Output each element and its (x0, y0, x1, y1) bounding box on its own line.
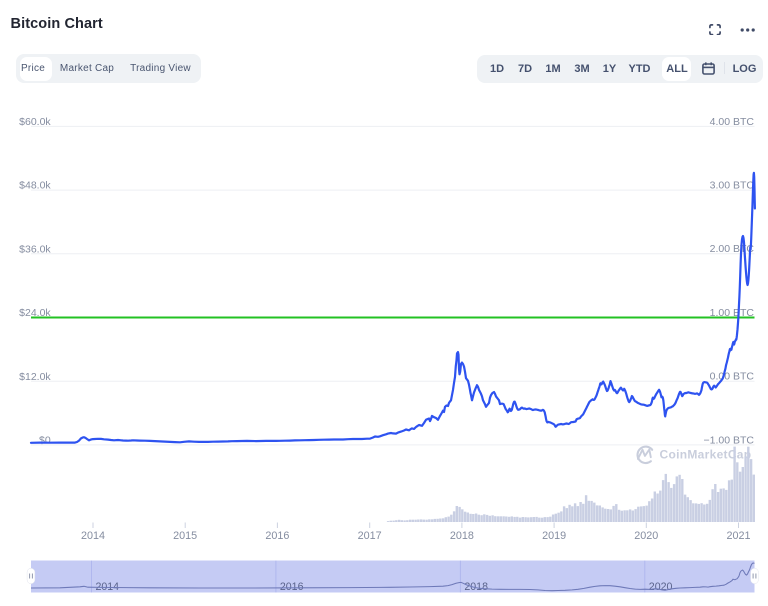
svg-text:2016: 2016 (280, 581, 304, 593)
svg-text:4.00 BTC: 4.00 BTC (710, 116, 755, 128)
svg-text:2017: 2017 (358, 530, 382, 542)
svg-text:2019: 2019 (542, 530, 566, 542)
svg-text:$0: $0 (39, 435, 51, 447)
svg-text:3.00 BTC: 3.00 BTC (710, 180, 755, 192)
svg-text:$12.0k: $12.0k (19, 371, 51, 383)
svg-text:2020: 2020 (649, 581, 673, 593)
svg-text:2018: 2018 (450, 530, 474, 542)
svg-text:0.00 BTC: 0.00 BTC (710, 371, 755, 383)
svg-text:2015: 2015 (173, 530, 197, 542)
svg-text:CoinMarketCap: CoinMarketCap (660, 448, 752, 462)
svg-text:2016: 2016 (265, 530, 289, 542)
svg-text:−1.00 BTC: −1.00 BTC (704, 434, 755, 446)
svg-text:$36.0k: $36.0k (19, 243, 51, 255)
svg-text:$60.0k: $60.0k (19, 116, 51, 128)
svg-text:2021: 2021 (726, 530, 750, 542)
svg-text:2014: 2014 (96, 581, 120, 593)
svg-text:$24.0k: $24.0k (19, 307, 51, 319)
svg-text:2018: 2018 (464, 581, 488, 593)
svg-text:2.00 BTC: 2.00 BTC (710, 243, 755, 255)
svg-text:$48.0k: $48.0k (19, 180, 51, 192)
svg-text:2014: 2014 (81, 530, 105, 542)
svg-text:2020: 2020 (634, 530, 658, 542)
svg-text:1.00 BTC: 1.00 BTC (710, 307, 755, 319)
